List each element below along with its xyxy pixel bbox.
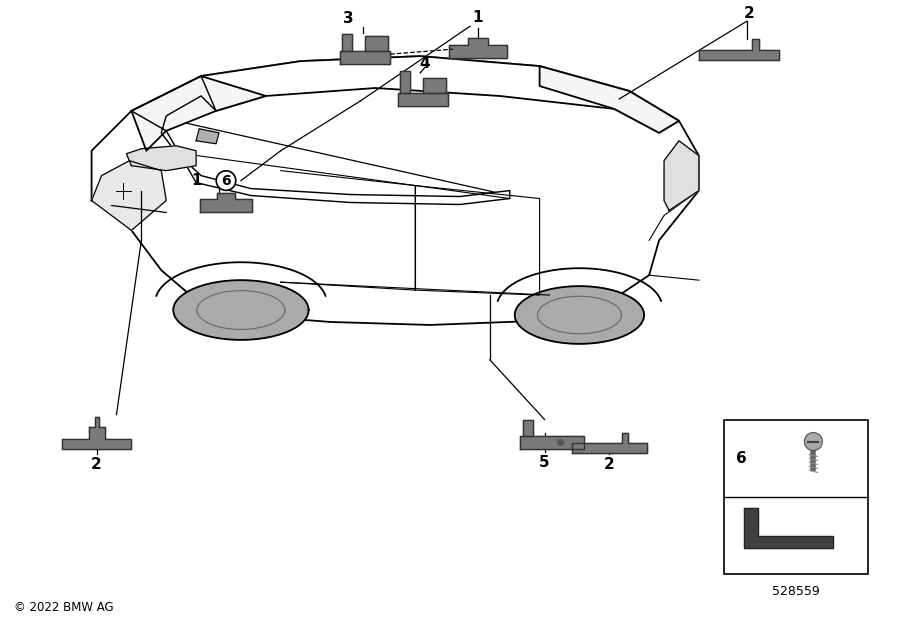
Text: 1: 1 (472, 10, 483, 25)
Polygon shape (92, 161, 166, 231)
Text: 2: 2 (91, 457, 102, 472)
Polygon shape (664, 140, 699, 210)
Text: 1: 1 (191, 173, 202, 188)
Polygon shape (131, 76, 266, 151)
Polygon shape (515, 286, 644, 344)
Polygon shape (743, 508, 833, 548)
Text: 2: 2 (743, 6, 754, 21)
Polygon shape (92, 56, 699, 325)
Polygon shape (365, 37, 388, 51)
Text: 6: 6 (735, 450, 746, 466)
Polygon shape (126, 146, 196, 171)
Polygon shape (131, 76, 509, 205)
Circle shape (805, 433, 823, 450)
Text: 5: 5 (539, 455, 550, 470)
Polygon shape (196, 129, 219, 144)
Text: 528559: 528559 (772, 585, 820, 598)
Polygon shape (519, 437, 584, 449)
Text: 4: 4 (419, 55, 430, 71)
Polygon shape (449, 38, 507, 57)
Polygon shape (398, 93, 448, 106)
Polygon shape (201, 56, 679, 133)
Polygon shape (200, 193, 252, 212)
Text: 2: 2 (604, 457, 615, 472)
Polygon shape (572, 433, 646, 453)
Polygon shape (523, 420, 533, 437)
Text: © 2022 BMW AG: © 2022 BMW AG (14, 600, 113, 614)
Polygon shape (62, 416, 131, 449)
Polygon shape (423, 78, 446, 93)
Text: 3: 3 (343, 11, 354, 26)
Text: 6: 6 (221, 174, 230, 188)
Polygon shape (540, 66, 679, 133)
Polygon shape (699, 39, 778, 60)
Polygon shape (400, 71, 410, 93)
Polygon shape (343, 34, 353, 51)
Bar (724, 420, 868, 574)
Polygon shape (174, 280, 309, 340)
Polygon shape (340, 51, 391, 64)
